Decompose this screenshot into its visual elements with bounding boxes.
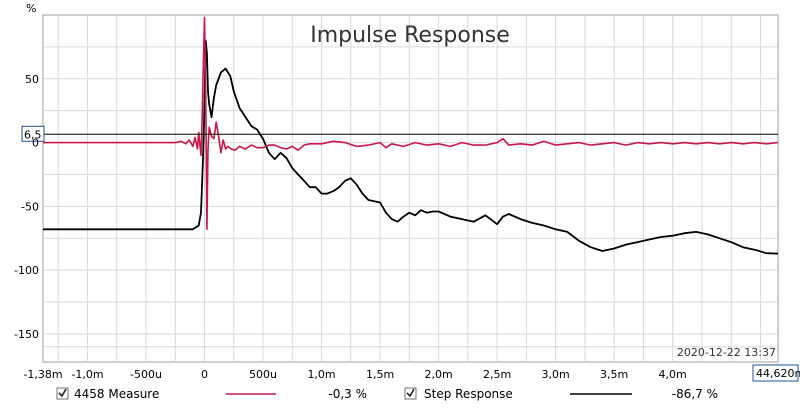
legend-item[interactable]: Step Response -86,7 % [404,387,718,401]
series-line-4458-measure [43,16,779,231]
cursor-y-box [21,125,45,142]
cursor-y-label: 6,5 [24,128,42,141]
x-tick-label: 2,0m [424,368,452,381]
x-tick-label: -500u [130,368,162,381]
y-tick-label: 0 [32,137,39,150]
chart-title: Impulse Response [310,23,510,48]
legend-checkbox[interactable] [56,387,69,400]
x-tick-label: 1,0m [307,368,335,381]
check-icon [406,388,415,398]
legend-value: -0,3 % [328,387,367,401]
y-tick-label: -50 [21,200,39,213]
x-tick-label: 3,0m [542,368,570,381]
cursor-x-box [752,364,799,382]
x-tick-label: 2,5m [483,368,511,381]
check-icon [58,388,67,398]
x-tick-label: 3,5m [600,368,628,381]
series-line-step-response [43,39,779,255]
legend-label: Step Response [424,387,513,401]
cursor-x-readout[interactable]: 44,620m [752,364,800,382]
legend-item[interactable]: 4458 Measure -0,3 % [56,387,367,401]
x-tick-label: 4,0m [659,368,687,381]
x-tick-label: 0 [201,368,208,381]
y-tick-label: -150 [14,328,39,341]
cursor-y-readout[interactable]: 6,5 [21,125,45,142]
x-tick-label: 1,5m [366,368,394,381]
x-tick-label: 500u [249,368,277,381]
y-tick-label: -100 [14,264,39,277]
y-tick-label: 50 [25,73,39,86]
y-axis-unit: % [26,2,36,15]
x-tick-label: -1,38m [23,368,62,381]
plot-area [42,14,779,363]
legend-value: -86,7 % [672,387,718,401]
cursor-x-label: 44,620m [756,367,800,380]
x-tick-label: -1,0m [71,368,103,381]
legend-checkbox[interactable] [404,387,417,400]
legend-label: 4458 Measure [74,387,159,401]
timestamp: 2020-12-22 13:37 [677,346,776,359]
